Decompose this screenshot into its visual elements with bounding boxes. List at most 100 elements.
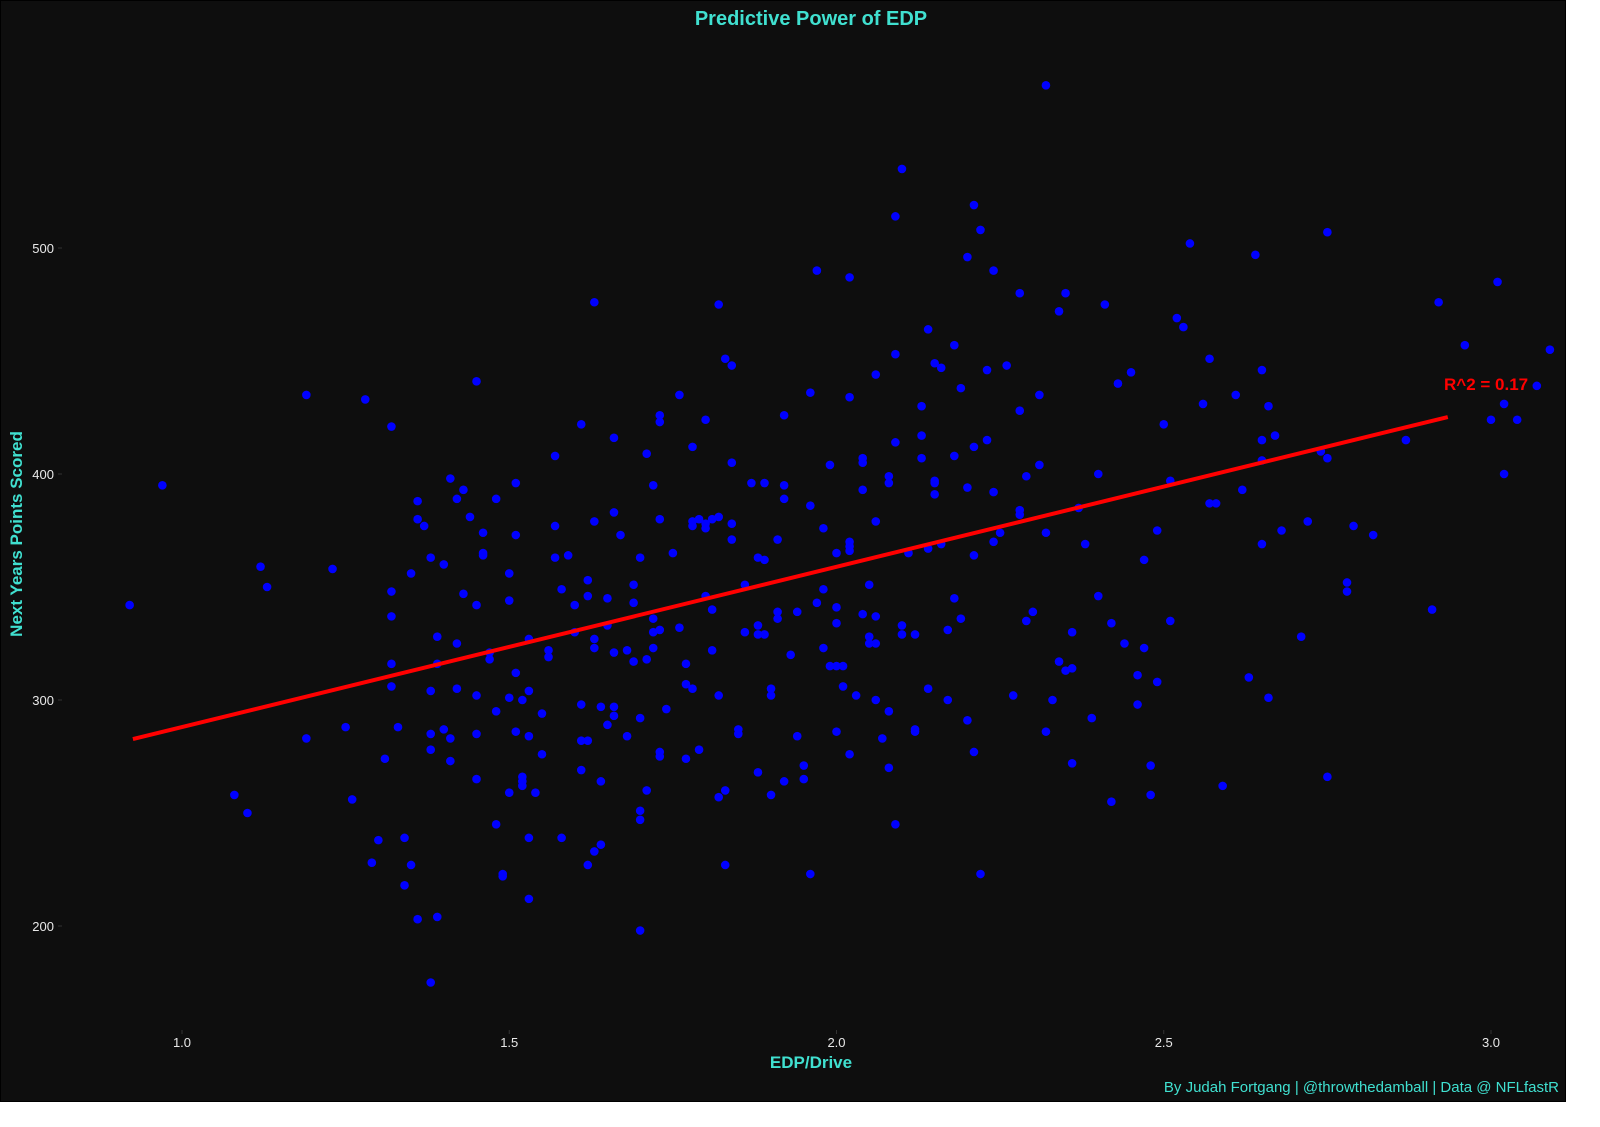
data-point [531, 788, 540, 797]
data-point [1349, 521, 1358, 531]
data-point [609, 648, 619, 657]
data-point [1035, 390, 1044, 400]
data-point [910, 630, 920, 639]
data-point [806, 869, 815, 879]
data-point [832, 618, 841, 628]
data-point [557, 584, 566, 594]
data-point [1067, 664, 1077, 673]
data-point [720, 786, 730, 795]
data-point [845, 546, 854, 556]
data-point [616, 530, 625, 540]
data-point [871, 695, 881, 705]
data-point [1218, 781, 1227, 791]
data-points [125, 80, 1555, 987]
data-point [714, 512, 723, 522]
data-point [413, 514, 422, 524]
data-point [596, 840, 606, 849]
data-point [923, 684, 933, 693]
data-point [766, 684, 776, 693]
data-point [950, 594, 959, 603]
data-point [609, 433, 619, 443]
data-point [963, 716, 972, 725]
data-point [845, 392, 854, 402]
data-point [819, 584, 828, 594]
data-point [688, 521, 697, 531]
data-point [583, 591, 593, 601]
data-point [590, 634, 599, 644]
data-point [1061, 288, 1070, 298]
data-point [635, 815, 645, 825]
data-point [1257, 539, 1267, 549]
data-point [1231, 390, 1241, 400]
data-point [936, 363, 946, 373]
data-point [642, 786, 651, 795]
x-tick-label: 1.5 [500, 1035, 518, 1050]
data-point [629, 598, 638, 608]
r-squared-annotation: R^2 = 0.17 [1444, 375, 1528, 394]
data-point [989, 266, 998, 275]
data-point [812, 266, 822, 275]
data-point [655, 752, 665, 761]
data-point [1041, 528, 1051, 538]
data-point [1008, 691, 1018, 700]
data-point [1323, 227, 1332, 237]
data-point [832, 727, 841, 736]
data-point [393, 722, 403, 732]
data-point [609, 711, 619, 721]
data-point [1264, 693, 1273, 703]
data-point [576, 700, 586, 709]
data-point [583, 860, 593, 870]
data-point [714, 792, 723, 802]
data-point [655, 410, 665, 420]
data-point [734, 729, 743, 739]
data-point [596, 702, 606, 712]
data-point [688, 684, 697, 693]
data-point [648, 481, 658, 490]
data-point [982, 435, 992, 445]
data-point [1257, 435, 1267, 445]
data-point [963, 252, 972, 262]
data-point [969, 200, 979, 210]
data-point [707, 605, 717, 614]
data-point [590, 643, 599, 653]
data-point [701, 415, 710, 425]
data-point [1067, 758, 1077, 768]
data-point [583, 575, 593, 585]
data-point [622, 645, 632, 655]
data-point [544, 652, 553, 662]
data-point [786, 650, 795, 660]
data-point [832, 548, 841, 558]
data-point [707, 645, 717, 655]
data-point [897, 630, 907, 639]
data-point [871, 370, 881, 379]
y-tick-label: 500 [32, 241, 54, 256]
data-point [1133, 700, 1142, 709]
data-point [1035, 460, 1044, 470]
data-point [747, 478, 756, 488]
data-point [891, 438, 900, 447]
data-point [426, 745, 436, 755]
data-point [1139, 555, 1149, 565]
data-point [1015, 510, 1025, 519]
data-point [1179, 322, 1188, 332]
data-point [1237, 485, 1247, 495]
data-point [439, 560, 449, 569]
data-point [976, 225, 985, 235]
data-point [1165, 616, 1175, 626]
data-point [1015, 288, 1025, 298]
data-point [1205, 354, 1214, 364]
scatter-plot: Predictive Power of EDP 200 300 400 500 1.0… [7, 8, 1559, 1096]
data-point [950, 340, 959, 350]
data-point [557, 833, 566, 843]
data-point [491, 707, 501, 716]
data-point [550, 553, 560, 562]
data-point [230, 790, 239, 800]
data-point [256, 562, 265, 571]
data-point [1172, 313, 1182, 323]
data-point [485, 655, 494, 664]
y-axis-ticks: 200 300 400 500 [32, 241, 62, 934]
data-point [446, 756, 455, 766]
x-axis-ticks: 1.0 1.5 2.0 2.5 3.0 [173, 1030, 1500, 1050]
data-point [897, 164, 907, 174]
x-tick-label: 3.0 [1482, 1035, 1500, 1050]
